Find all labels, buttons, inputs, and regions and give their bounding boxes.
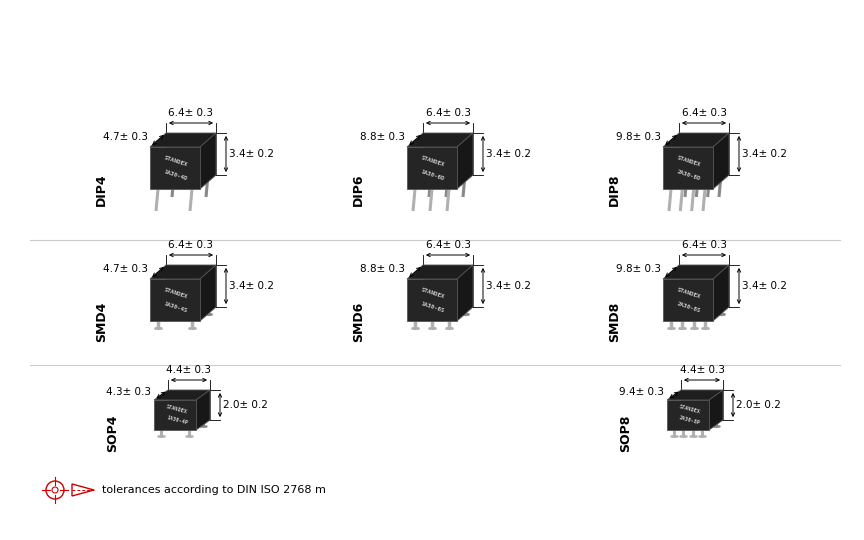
- Text: 4.4± 0.3: 4.4± 0.3: [679, 365, 725, 375]
- Text: DIP8: DIP8: [608, 174, 621, 206]
- Polygon shape: [667, 390, 723, 400]
- Text: STANDEX: STANDEX: [679, 404, 702, 414]
- Text: STANDEX: STANDEX: [163, 287, 188, 300]
- Text: 2A30-8D: 2A30-8D: [677, 169, 702, 181]
- Text: tolerances according to DIN ISO 2768 m: tolerances according to DIN ISO 2768 m: [102, 485, 326, 495]
- Polygon shape: [457, 133, 473, 189]
- Polygon shape: [196, 390, 210, 430]
- Text: 8.8± 0.3: 8.8± 0.3: [360, 264, 405, 274]
- Polygon shape: [154, 400, 196, 430]
- Text: 6.4± 0.3: 6.4± 0.3: [682, 240, 727, 250]
- Polygon shape: [166, 265, 216, 307]
- Text: 9.8± 0.3: 9.8± 0.3: [616, 264, 661, 274]
- Polygon shape: [713, 265, 729, 321]
- Polygon shape: [423, 133, 473, 175]
- Text: 2A30-8P: 2A30-8P: [679, 415, 702, 426]
- Polygon shape: [150, 265, 216, 279]
- Text: 3.4± 0.2: 3.4± 0.2: [486, 149, 531, 159]
- Text: STANDEX: STANDEX: [163, 156, 188, 168]
- Text: SMD4: SMD4: [95, 302, 108, 342]
- Polygon shape: [713, 133, 729, 189]
- Polygon shape: [200, 133, 216, 189]
- Text: 4.7± 0.3: 4.7± 0.3: [103, 132, 148, 142]
- Text: 9.4± 0.3: 9.4± 0.3: [619, 387, 664, 397]
- Text: STANDEX: STANDEX: [166, 404, 188, 414]
- Polygon shape: [663, 133, 729, 147]
- Polygon shape: [407, 265, 473, 279]
- Text: 8.8± 0.3: 8.8± 0.3: [360, 132, 405, 142]
- Text: 3.4± 0.2: 3.4± 0.2: [229, 281, 274, 291]
- Polygon shape: [154, 390, 210, 400]
- Text: 2.0± 0.2: 2.0± 0.2: [223, 400, 268, 410]
- Polygon shape: [150, 147, 200, 189]
- Polygon shape: [200, 265, 216, 321]
- Text: STANDEX: STANDEX: [421, 287, 446, 300]
- Text: 1A30-6D: 1A30-6D: [421, 169, 446, 181]
- Text: 3.4± 0.2: 3.4± 0.2: [486, 281, 531, 291]
- Text: 1A30-4P: 1A30-4P: [166, 415, 188, 426]
- Text: 3.4± 0.2: 3.4± 0.2: [229, 149, 274, 159]
- Text: 6.4± 0.3: 6.4± 0.3: [425, 108, 471, 118]
- Text: DIP4: DIP4: [95, 174, 108, 206]
- Text: 1A30-4S: 1A30-4S: [163, 301, 188, 313]
- Polygon shape: [663, 265, 729, 279]
- Polygon shape: [663, 147, 713, 189]
- Text: 1A30-4D: 1A30-4D: [163, 169, 188, 181]
- Text: STANDEX: STANDEX: [421, 156, 446, 168]
- Polygon shape: [150, 279, 200, 321]
- Text: 4.7± 0.3: 4.7± 0.3: [103, 264, 148, 274]
- Text: SOP4: SOP4: [106, 414, 119, 452]
- Polygon shape: [150, 133, 216, 147]
- Text: 2.0± 0.2: 2.0± 0.2: [736, 400, 781, 410]
- Polygon shape: [407, 147, 457, 189]
- Text: 3.4± 0.2: 3.4± 0.2: [742, 281, 787, 291]
- Polygon shape: [679, 265, 729, 307]
- Text: DIP6: DIP6: [352, 174, 365, 206]
- Polygon shape: [681, 390, 723, 420]
- Polygon shape: [457, 265, 473, 321]
- Text: 2A30-8S: 2A30-8S: [677, 301, 702, 313]
- Polygon shape: [407, 133, 473, 147]
- Text: STANDEX: STANDEX: [677, 156, 702, 168]
- Polygon shape: [166, 133, 216, 175]
- Text: 6.4± 0.3: 6.4± 0.3: [682, 108, 727, 118]
- Polygon shape: [407, 279, 457, 321]
- Polygon shape: [679, 133, 729, 175]
- Text: 6.4± 0.3: 6.4± 0.3: [168, 108, 213, 118]
- Text: 1A30-6S: 1A30-6S: [421, 301, 446, 313]
- Text: 4.4± 0.3: 4.4± 0.3: [167, 365, 212, 375]
- Text: 3.4± 0.2: 3.4± 0.2: [742, 149, 787, 159]
- Polygon shape: [663, 279, 713, 321]
- Polygon shape: [168, 390, 210, 420]
- Text: 4.3± 0.3: 4.3± 0.3: [106, 387, 151, 397]
- Text: 6.4± 0.3: 6.4± 0.3: [168, 240, 213, 250]
- Text: SMD6: SMD6: [352, 302, 365, 342]
- Text: 6.4± 0.3: 6.4± 0.3: [425, 240, 471, 250]
- Polygon shape: [423, 265, 473, 307]
- Polygon shape: [667, 400, 709, 430]
- Text: STANDEX: STANDEX: [677, 287, 702, 300]
- Text: SOP8: SOP8: [619, 414, 632, 451]
- Polygon shape: [709, 390, 723, 430]
- Text: 9.8± 0.3: 9.8± 0.3: [616, 132, 661, 142]
- Text: SMD8: SMD8: [608, 302, 621, 342]
